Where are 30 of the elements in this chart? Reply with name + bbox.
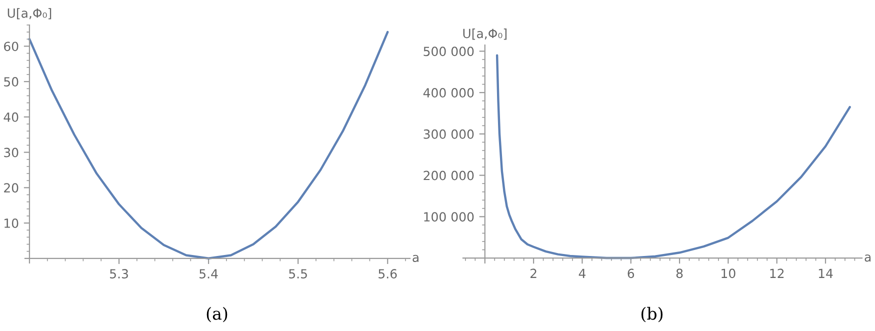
x-tick-label: 4: [578, 268, 586, 278]
x-tick-label: 5.6: [378, 269, 397, 278]
x-tick-label: 8: [676, 268, 683, 278]
x-axis-title: a: [864, 254, 871, 262]
y-tick-label: 20: [4, 183, 18, 193]
y-axis-title: U[a,Φ₀]: [8, 8, 52, 20]
x-tick-label: 5.5: [289, 269, 307, 278]
y-tick-label: 500 000: [424, 46, 474, 56]
x-tick-label: 14: [818, 268, 833, 278]
line-series: [496, 54, 851, 260]
y-tick-label: 50: [4, 77, 18, 87]
x-tick-label: 2: [530, 268, 536, 278]
y-tick-label: 200 000: [424, 170, 474, 180]
y-tick-label: 300 000: [424, 129, 474, 139]
line-series: [28, 30, 389, 260]
y-tick-label: 30: [4, 148, 18, 158]
y-tick-label: 60: [4, 42, 18, 52]
x-tick-label: 6: [628, 268, 634, 278]
text: (a): [206, 306, 228, 322]
y-tick-label: 10: [4, 218, 18, 228]
y-tick-label: 400 000: [423, 88, 474, 98]
x-tick-label: 5.4: [200, 269, 218, 278]
x-tick-label: 5.3: [110, 269, 128, 278]
y-axis-title: U[a,Φ₀]: [463, 28, 507, 40]
y-tick-label: 40: [4, 112, 18, 122]
x-tick-label: 12: [770, 268, 784, 278]
y-tick-label: 100 000: [424, 212, 474, 222]
text: (b): [641, 306, 663, 322]
x-tick-label: 10: [722, 268, 736, 278]
x-axis-title: a: [412, 254, 418, 262]
